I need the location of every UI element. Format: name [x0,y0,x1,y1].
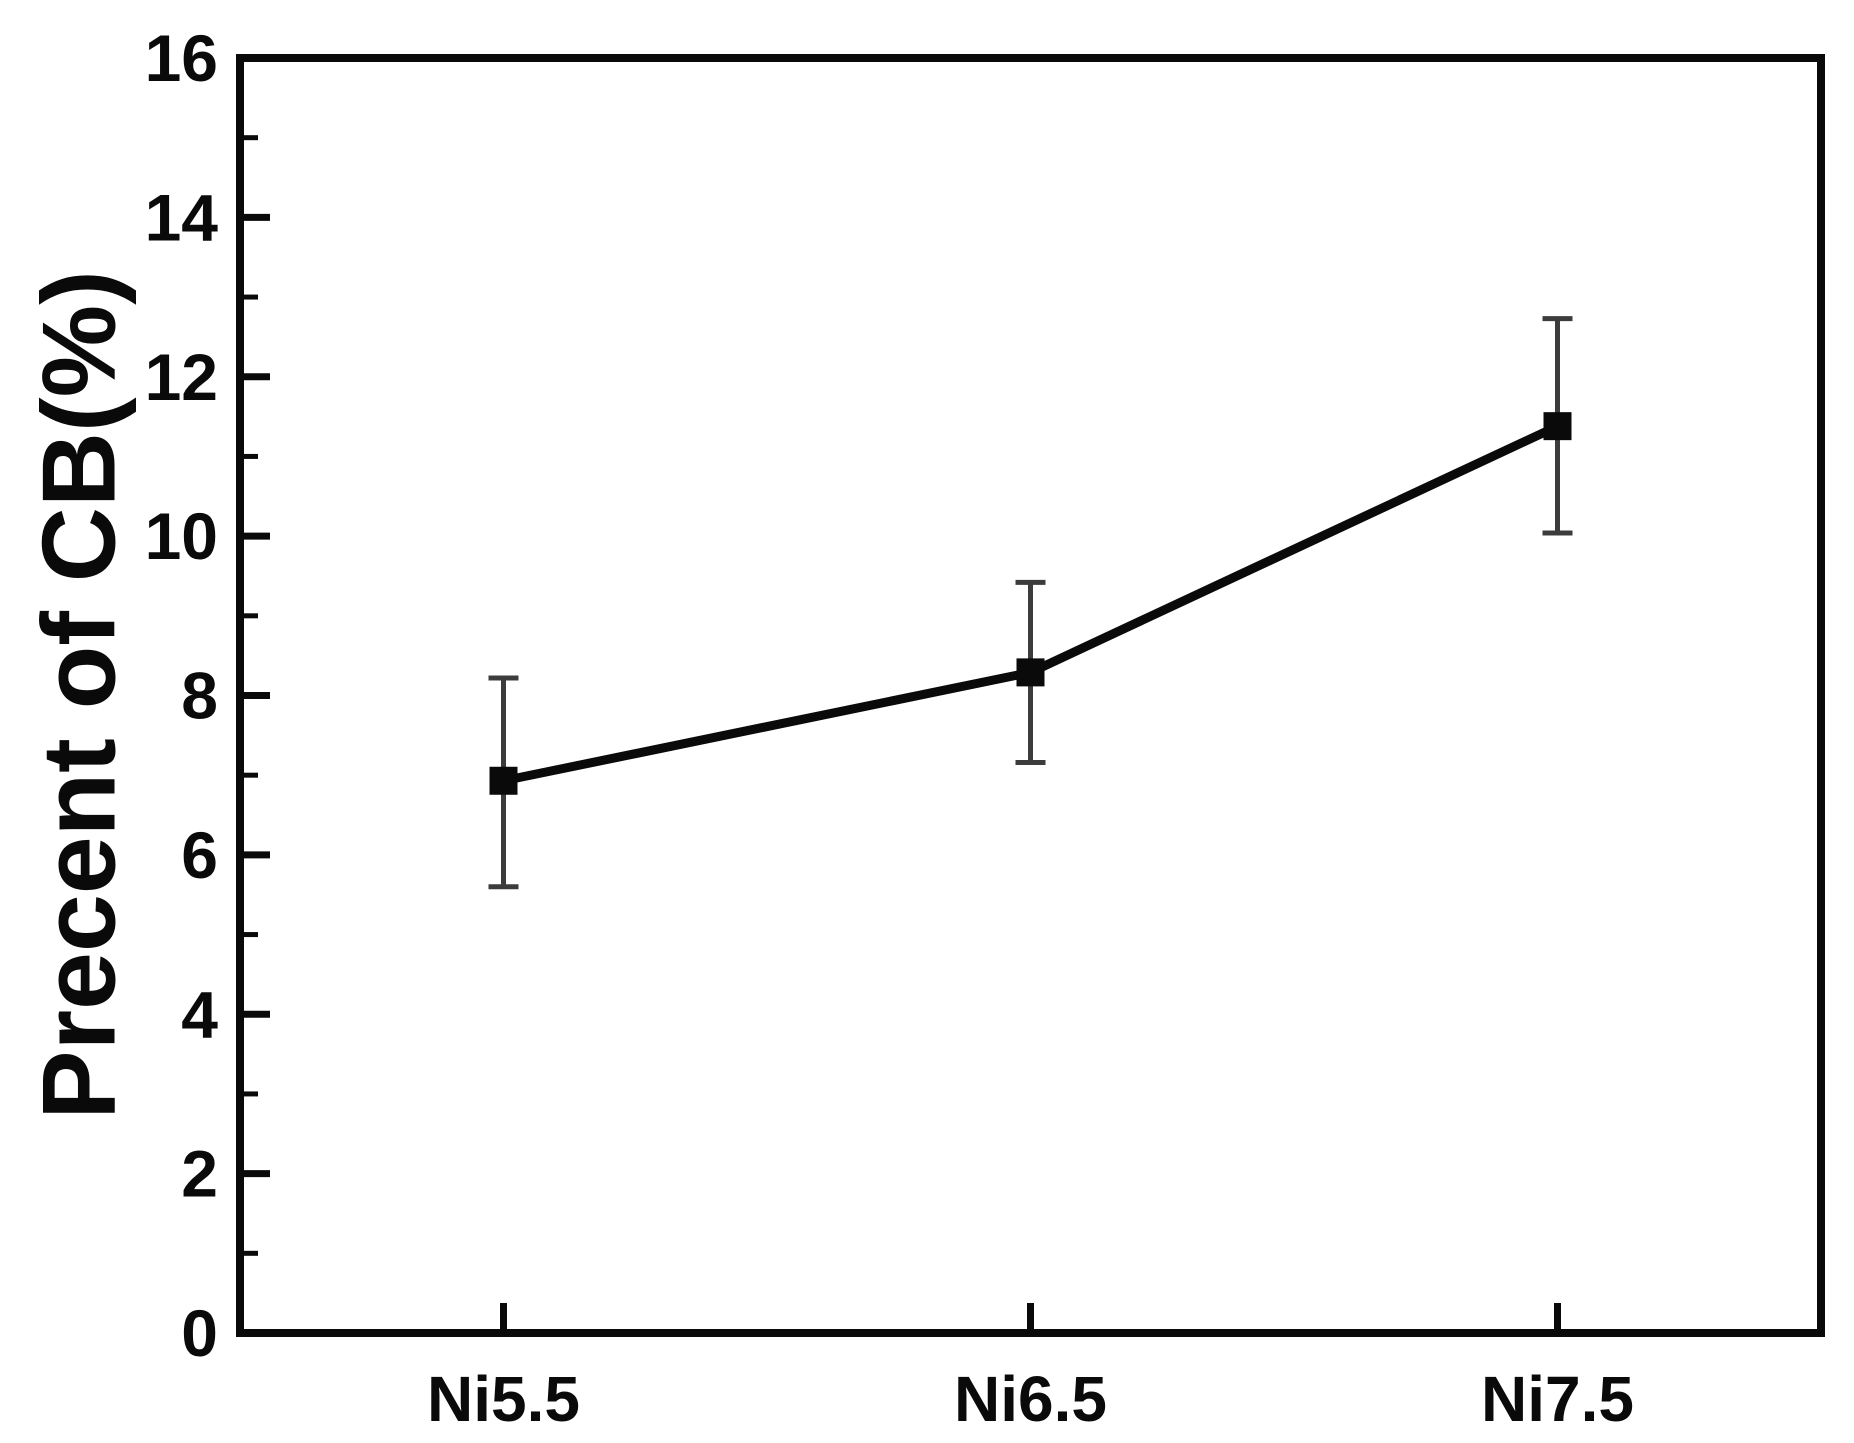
chart-dynamic-layer: 0 2 4 6 8 10 12 14 16 Ni5.5 Ni6.5 Ni7.5 [145,21,1634,1435]
y-tick-label: 4 [181,977,218,1051]
data-marker [1016,658,1045,687]
plot-border [236,54,1825,1337]
y-tick-label: 16 [145,21,218,95]
x-tick-label: Ni5.5 [427,1363,580,1435]
y-axis-title: Precent of CB(%) [21,270,137,1119]
y-tick-label: 0 [181,1296,218,1370]
x-tick-label: Ni7.5 [1481,1363,1634,1435]
x-tick-label: Ni6.5 [954,1363,1107,1435]
y-tick-label: 10 [145,499,218,573]
y-tick-label: 2 [181,1137,218,1211]
y-tick-label: 6 [181,818,218,892]
data-marker [489,766,518,795]
data-marker [1543,412,1572,441]
y-tick-label: 8 [181,659,218,733]
y-tick-label: 14 [145,180,219,254]
y-tick-label: 12 [145,340,218,414]
